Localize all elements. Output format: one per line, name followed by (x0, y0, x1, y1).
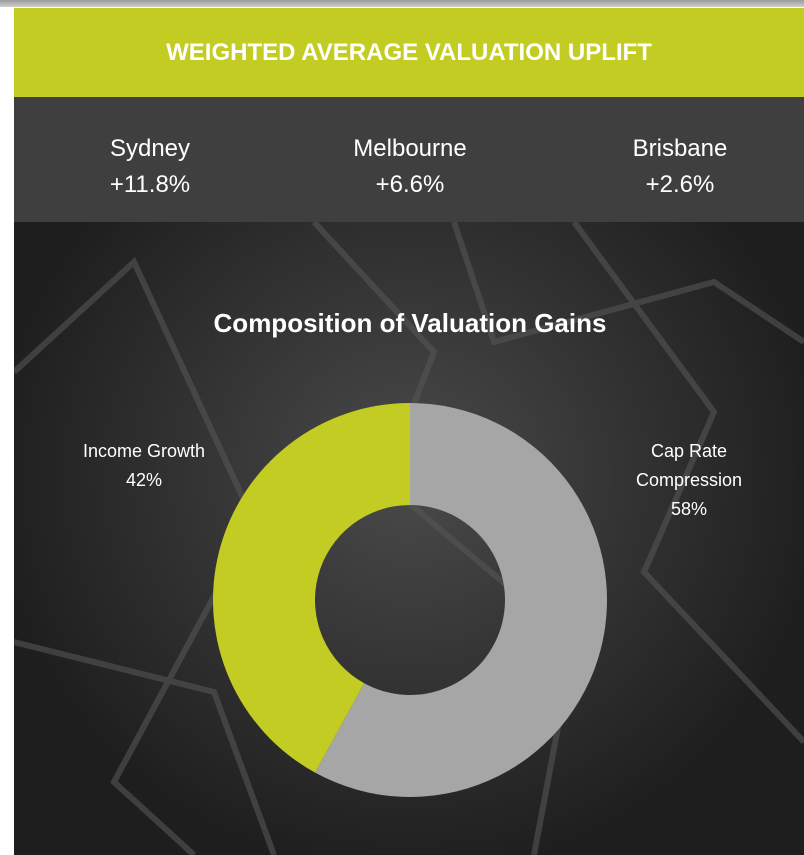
city-stat: Sydney +11.8% (20, 131, 280, 203)
chart-panel: Composition of Valuation Gains Income Gr… (14, 222, 804, 855)
slice (315, 403, 607, 797)
slice-label: Cap Rate Compression 58% (609, 437, 769, 524)
city-name: Brisbane (632, 135, 728, 162)
chart: Composition of Valuation Gains (14, 222, 804, 855)
top-rule (0, 0, 804, 7)
city-name: Sydney (109, 135, 191, 162)
slice-label: Income Growth 42% (54, 437, 234, 495)
value-label: 42% (125, 470, 163, 490)
city-stat: Melbourne +6.6% (280, 131, 540, 203)
city-name: Melbourne (353, 135, 467, 162)
category-label: Cap Rate Compression (635, 441, 743, 490)
category-label: Income Growth (82, 441, 206, 461)
banner-title: WEIGHTED AVERAGE VALUATION UPLIFT (14, 8, 804, 97)
city-value: +6.6% (375, 171, 445, 198)
city-value: +11.8% (109, 171, 191, 198)
slice (212, 403, 410, 773)
city-stat: Brisbane +2.6% (550, 131, 804, 203)
city-value: +2.6% (645, 171, 715, 198)
value-label: 58% (670, 499, 708, 519)
chart-title: Composition of Valuation Gains (214, 308, 607, 338)
stats-band: Sydney +11.8% Melbourne +6.6% Brisbane +2.6… (14, 97, 804, 222)
